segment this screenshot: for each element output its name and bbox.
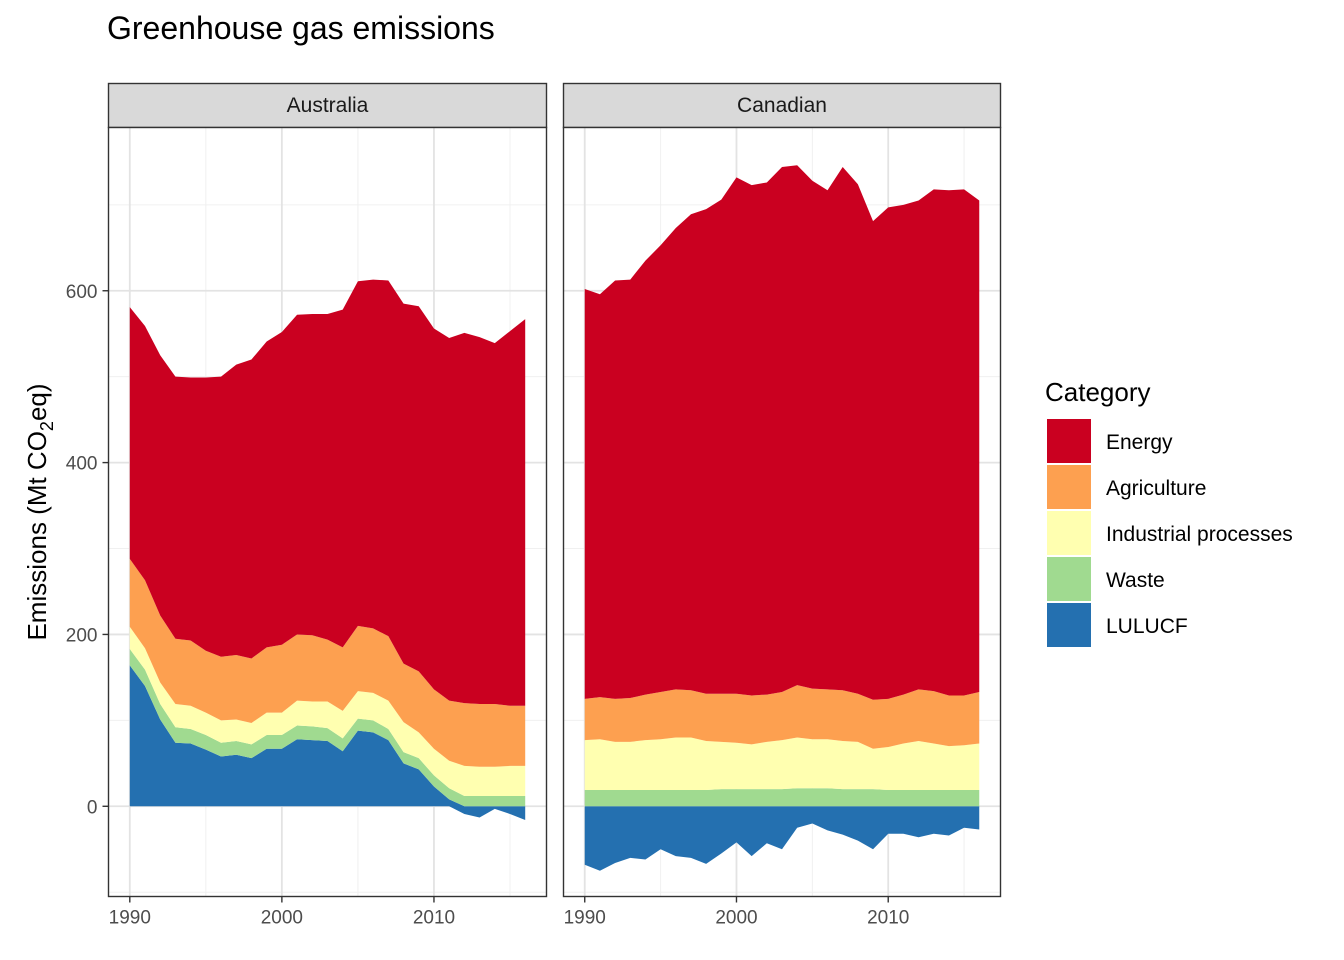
x-tick-label: 1990 bbox=[109, 908, 151, 929]
x-tick-label: 2010 bbox=[413, 908, 455, 929]
legend-label-industrial-processes: Industrial processes bbox=[1106, 523, 1293, 546]
strip-background-australia bbox=[107, 82, 548, 129]
area-energy-canadian bbox=[584, 165, 980, 700]
x-tick-label: 2000 bbox=[715, 908, 757, 929]
x-tick-label: 1990 bbox=[564, 908, 606, 929]
legend-swatch-energy bbox=[1047, 419, 1091, 463]
y-tick-label: 600 bbox=[66, 282, 98, 303]
x-axis-australia: 1990 2000 2010 bbox=[109, 896, 455, 929]
x-tick-label: 2000 bbox=[261, 908, 303, 929]
area-agriculture-canadian bbox=[584, 685, 980, 749]
area-industrial-processes-canadian bbox=[584, 737, 980, 790]
legend-swatch-agriculture bbox=[1047, 465, 1091, 509]
x-axis-canadian: 1990 2000 2010 bbox=[564, 896, 909, 929]
legend-label-waste: Waste bbox=[1106, 569, 1165, 592]
legend-swatch-waste bbox=[1047, 557, 1091, 601]
strip-label-canadian: Canadian bbox=[737, 94, 827, 117]
y-axis-title-subscript: 2 bbox=[37, 421, 57, 431]
area-agriculture-australia bbox=[129, 558, 526, 767]
area-waste-canadian bbox=[584, 788, 980, 807]
panel-border-australia bbox=[107, 126, 548, 898]
panel-canadian: Canadian 1990 2000 2010 bbox=[562, 82, 1002, 929]
y-axis-title: Emissions (Mt CO2eq) bbox=[22, 383, 57, 640]
legend-title: Category bbox=[1045, 377, 1151, 407]
area-industrial-processes-australia bbox=[129, 626, 526, 796]
legend-label-lulucf: LULUCF bbox=[1106, 615, 1188, 638]
x-tick-label: 2010 bbox=[867, 908, 909, 929]
legend-label-agriculture: Agriculture bbox=[1106, 477, 1206, 500]
strip-background-canadian bbox=[562, 82, 1002, 129]
area-waste-australia bbox=[129, 649, 526, 807]
legend: Category Energy Agriculture Industrial pro… bbox=[1045, 377, 1293, 647]
y-axis: 0 200 400 600 bbox=[66, 282, 109, 818]
area-energy-australia bbox=[129, 279, 526, 706]
legend-label-energy: Energy bbox=[1106, 431, 1173, 454]
y-tick-label: 0 bbox=[87, 797, 98, 818]
legend-swatch-lulucf bbox=[1047, 603, 1091, 647]
legend-swatch-industrial-processes bbox=[1047, 511, 1091, 555]
strip-label-australia: Australia bbox=[287, 94, 369, 117]
y-tick-label: 400 bbox=[66, 454, 98, 475]
chart-title: Greenhouse gas emissions bbox=[107, 10, 495, 46]
y-tick-label: 200 bbox=[66, 625, 98, 646]
legend-items: Energy Agriculture Industrial processes Was… bbox=[1047, 419, 1293, 647]
y-axis-title-suffix: eq) bbox=[22, 383, 52, 421]
area-lulucf-australia bbox=[129, 665, 526, 821]
area-lulucf-canadian bbox=[584, 806, 980, 871]
y-axis-title-prefix: Emissions (Mt CO bbox=[22, 431, 52, 640]
stacked-areas-canadian bbox=[584, 165, 980, 871]
panel-border-canadian bbox=[562, 126, 1002, 898]
stacked-areas-australia bbox=[129, 279, 526, 821]
panel-australia: Australia 1990 2000 2010 bbox=[107, 82, 548, 929]
